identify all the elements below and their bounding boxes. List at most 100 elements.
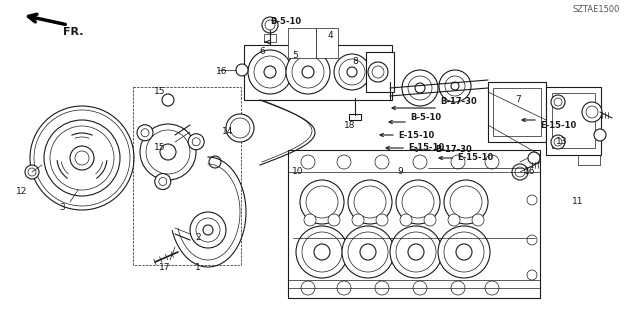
Circle shape [512, 164, 528, 180]
Text: 4: 4 [327, 30, 333, 39]
Text: 13: 13 [556, 138, 568, 147]
Circle shape [444, 180, 488, 224]
Circle shape [328, 214, 340, 226]
Circle shape [248, 50, 292, 94]
Circle shape [192, 138, 200, 146]
Circle shape [286, 50, 330, 94]
Circle shape [527, 270, 537, 280]
Circle shape [265, 20, 275, 30]
Circle shape [438, 226, 490, 278]
Circle shape [400, 214, 412, 226]
Bar [288, 28, 316, 58]
Bar [349, 114, 361, 120]
Circle shape [408, 76, 432, 100]
Circle shape [28, 168, 36, 176]
Circle shape [141, 129, 149, 137]
Circle shape [451, 155, 465, 169]
Bar [493, 88, 541, 136]
Text: FR.: FR. [63, 27, 83, 37]
Circle shape [292, 56, 324, 88]
Circle shape [236, 64, 248, 76]
Circle shape [413, 155, 427, 169]
Circle shape [352, 214, 364, 226]
Circle shape [304, 214, 316, 226]
Circle shape [554, 138, 562, 146]
Circle shape [472, 214, 484, 226]
Circle shape [262, 17, 278, 33]
Circle shape [302, 232, 342, 272]
Circle shape [70, 146, 94, 170]
Text: 11: 11 [572, 197, 584, 206]
Circle shape [396, 180, 440, 224]
Circle shape [451, 82, 459, 90]
Circle shape [445, 76, 465, 96]
Bar [366, 52, 394, 92]
Circle shape [527, 195, 537, 205]
Circle shape [188, 134, 204, 150]
Circle shape [296, 226, 348, 278]
Bar [288, 150, 540, 298]
Text: 6: 6 [259, 47, 265, 57]
Circle shape [372, 66, 384, 78]
Text: 10: 10 [292, 167, 304, 177]
Circle shape [314, 244, 330, 260]
Circle shape [196, 218, 220, 242]
Circle shape [342, 226, 394, 278]
Circle shape [348, 180, 392, 224]
Text: SZTAE1500: SZTAE1500 [573, 5, 620, 14]
Circle shape [376, 214, 388, 226]
Circle shape [337, 281, 351, 295]
Circle shape [162, 94, 174, 106]
Circle shape [390, 226, 442, 278]
Text: 1: 1 [195, 263, 201, 273]
Circle shape [413, 281, 427, 295]
Circle shape [354, 186, 386, 218]
Text: 5: 5 [292, 51, 298, 60]
Circle shape [485, 155, 499, 169]
Circle shape [348, 232, 388, 272]
Text: 15: 15 [154, 143, 166, 153]
Text: 16: 16 [524, 167, 536, 177]
Circle shape [586, 106, 598, 118]
Text: 2: 2 [195, 234, 201, 243]
Circle shape [375, 281, 389, 295]
Circle shape [527, 235, 537, 245]
Text: 3: 3 [59, 204, 65, 212]
Circle shape [302, 66, 314, 78]
Text: 15: 15 [154, 87, 166, 97]
Circle shape [451, 281, 465, 295]
Circle shape [347, 67, 357, 77]
Circle shape [528, 152, 540, 164]
Text: B-5-10: B-5-10 [410, 114, 441, 123]
Circle shape [306, 186, 338, 218]
Circle shape [375, 155, 389, 169]
Circle shape [402, 186, 434, 218]
Circle shape [485, 281, 499, 295]
Circle shape [301, 281, 315, 295]
Text: B-17-30: B-17-30 [435, 146, 472, 155]
Circle shape [554, 98, 562, 106]
Bar [244, 45, 392, 100]
Circle shape [155, 173, 171, 189]
Text: 8: 8 [352, 58, 358, 67]
Text: 12: 12 [16, 188, 28, 196]
Text: 16: 16 [216, 68, 228, 76]
Circle shape [368, 62, 388, 82]
Circle shape [439, 70, 471, 102]
Circle shape [334, 54, 370, 90]
Circle shape [264, 66, 276, 78]
Circle shape [190, 212, 226, 248]
Text: E-15-10: E-15-10 [540, 121, 576, 130]
Circle shape [448, 214, 460, 226]
Circle shape [146, 130, 190, 174]
Circle shape [137, 125, 153, 141]
Circle shape [209, 156, 221, 168]
Text: B-17-30: B-17-30 [440, 98, 477, 107]
Text: 14: 14 [222, 127, 234, 137]
Circle shape [444, 232, 484, 272]
Circle shape [360, 244, 376, 260]
Text: 7: 7 [515, 95, 521, 105]
Circle shape [337, 155, 351, 169]
Circle shape [300, 180, 344, 224]
Bar [552, 93, 595, 148]
